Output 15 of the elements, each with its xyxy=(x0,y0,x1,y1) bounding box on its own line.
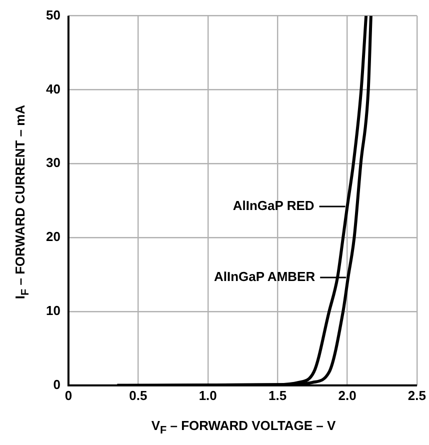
x-tick-label: 2.0 xyxy=(338,388,356,403)
x-tick-label: 2.5 xyxy=(408,388,426,403)
y-tick-label: 40 xyxy=(46,81,60,96)
y-tick-label: 10 xyxy=(46,303,60,318)
y-tick-label: 20 xyxy=(46,229,60,244)
x-tick-label: 0 xyxy=(64,388,72,403)
y-tick-label: 0 xyxy=(53,376,60,392)
y-tick-label: 50 xyxy=(46,7,60,22)
x-tick-label: 1.0 xyxy=(198,388,217,403)
annotation: AlInGaP AMBER xyxy=(214,269,316,284)
x-tick-label: 0.5 xyxy=(129,388,148,403)
x-tick-label: 1.5 xyxy=(268,388,287,403)
x-axis-title: V$_{F}$ – FORWARD VOLTAGE – V xyxy=(150,418,337,437)
y-tick-label: 30 xyxy=(46,155,60,170)
annotation: AlInGaP RED xyxy=(232,198,314,214)
